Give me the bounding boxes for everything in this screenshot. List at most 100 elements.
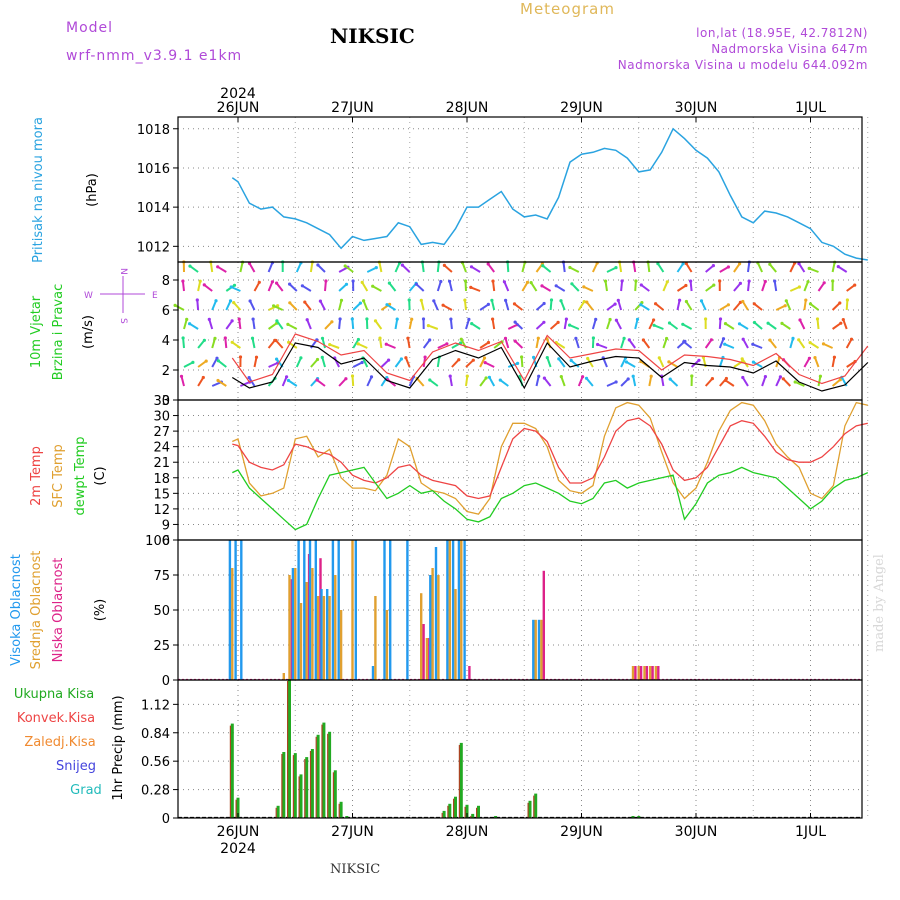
- wind-arrow: [379, 337, 383, 349]
- wind-arrow-head: [540, 284, 544, 288]
- wind-arrow: [239, 261, 244, 273]
- wind-arrow-head: [839, 321, 843, 325]
- wind-arrow-head: [486, 340, 491, 345]
- low-cloud-bar: [657, 666, 660, 680]
- wind-arrow-head: [463, 298, 467, 302]
- wind-arrow: [507, 362, 518, 368]
- wind-arrow: [306, 319, 312, 330]
- wind-arrow-head: [419, 298, 423, 302]
- temp2m-ylabel: 2m Temp: [29, 446, 44, 506]
- wind-arrow-head: [439, 279, 443, 284]
- wind-arrow-head: [726, 303, 731, 307]
- high-cloud-bar: [234, 540, 237, 680]
- precip-legend-1: Konvek.Kisa: [17, 711, 95, 726]
- mid-cloud-bar: [294, 568, 297, 680]
- wind-arrow-head: [228, 299, 233, 303]
- ytick-label: 30: [153, 410, 170, 425]
- high-cloud-bar: [354, 540, 357, 680]
- wind-arrow: [789, 286, 800, 292]
- wind-arrow-head: [257, 280, 261, 284]
- wind-arrow: [180, 376, 185, 387]
- conv-precip-bar: [287, 681, 289, 818]
- wind-arrow: [249, 300, 256, 311]
- wind-arrow: [647, 261, 651, 273]
- wind-arrow-head: [681, 262, 685, 266]
- wind-arrow: [724, 343, 735, 349]
- wind-arrow-head: [513, 320, 517, 324]
- total-precip-bar: [345, 816, 349, 818]
- wind-arrow: [506, 261, 510, 273]
- conv-precip-bar: [315, 736, 317, 818]
- wind-arrow: [352, 361, 363, 368]
- wind-arrow: [362, 357, 369, 368]
- wind-arrow-head: [807, 356, 812, 360]
- wind-arrow: [676, 284, 687, 292]
- wind-arrow-head: [482, 356, 487, 360]
- wind-arrow: [401, 264, 411, 273]
- wind-arrow-head: [697, 358, 701, 362]
- wind-arrow: [513, 303, 524, 311]
- wind-arrow: [324, 321, 333, 330]
- wind-arrow: [535, 375, 540, 387]
- wind-arrow: [775, 376, 782, 387]
- wind-arrow: [338, 378, 347, 387]
- wind-arrow-head: [684, 299, 689, 304]
- total-precip-bar: [448, 803, 452, 818]
- top-day-label: 1JUL: [795, 100, 826, 116]
- wind-arrow: [767, 322, 777, 330]
- mid-cloud-bar: [334, 575, 337, 680]
- conv-precip-bar: [447, 805, 449, 818]
- wind-arrow: [831, 261, 836, 273]
- wind-arrow: [597, 343, 608, 349]
- wind-arrow: [769, 339, 777, 349]
- wind-arrow: [443, 264, 453, 273]
- wind-arrow: [309, 261, 314, 273]
- wind-arrow: [183, 361, 194, 368]
- wind-arrow: [267, 339, 276, 349]
- wind-arrow-head: [351, 279, 355, 283]
- wind-arrow: [465, 375, 469, 387]
- high-cloud-bar: [537, 619, 541, 680]
- wind-arrow: [276, 320, 284, 330]
- wind-arrow: [809, 341, 820, 349]
- mid-cloud-bar: [649, 666, 652, 680]
- wind-arrow: [577, 301, 586, 311]
- wind-arrow: [718, 357, 724, 368]
- wind-arrow-head: [248, 299, 252, 303]
- wind-arrow-head: [320, 336, 325, 340]
- wind-arrow: [436, 356, 441, 368]
- wind-arrow: [845, 299, 849, 311]
- temp-unit: (C): [93, 466, 108, 485]
- wind-arrow: [491, 318, 496, 330]
- wind-arrow: [415, 283, 425, 292]
- wind-arrow: [344, 265, 354, 273]
- total-precip-bar: [528, 800, 532, 819]
- wind-arrow-head: [287, 340, 291, 344]
- bottom-day-label: 1JUL: [795, 824, 826, 840]
- wind-arrow: [632, 261, 637, 273]
- ytick-label: 100: [145, 534, 170, 549]
- total-precip-bar: [276, 805, 280, 818]
- wind-arrow-head: [525, 280, 530, 284]
- sfc-temp-ylabel: SFC Temp: [51, 444, 66, 508]
- wind-arrow-head: [532, 355, 536, 359]
- total-precip-bar: [465, 804, 469, 818]
- bottom-year-label: 2024: [220, 841, 256, 857]
- wind-arrow-head: [652, 323, 656, 327]
- wind-arrow-head: [845, 298, 850, 302]
- wind-arrow-head: [768, 262, 772, 266]
- wind-arrow-head: [656, 262, 660, 266]
- wind-arrow-head: [486, 302, 490, 306]
- wind-arrow-head: [360, 360, 364, 365]
- wind-arrow: [479, 303, 489, 311]
- wind-arrow-head: [339, 298, 344, 302]
- wind-arrow: [362, 300, 369, 311]
- wind-arrow: [570, 359, 580, 368]
- ytick-label: 6: [162, 534, 170, 549]
- wind-arrow-head: [202, 283, 206, 287]
- wind-arrow: [479, 377, 487, 387]
- wind-arrow: [798, 263, 806, 273]
- wind-arrow: [569, 266, 580, 273]
- wind-arrow-head: [378, 336, 382, 340]
- grid-layer: [178, 117, 869, 819]
